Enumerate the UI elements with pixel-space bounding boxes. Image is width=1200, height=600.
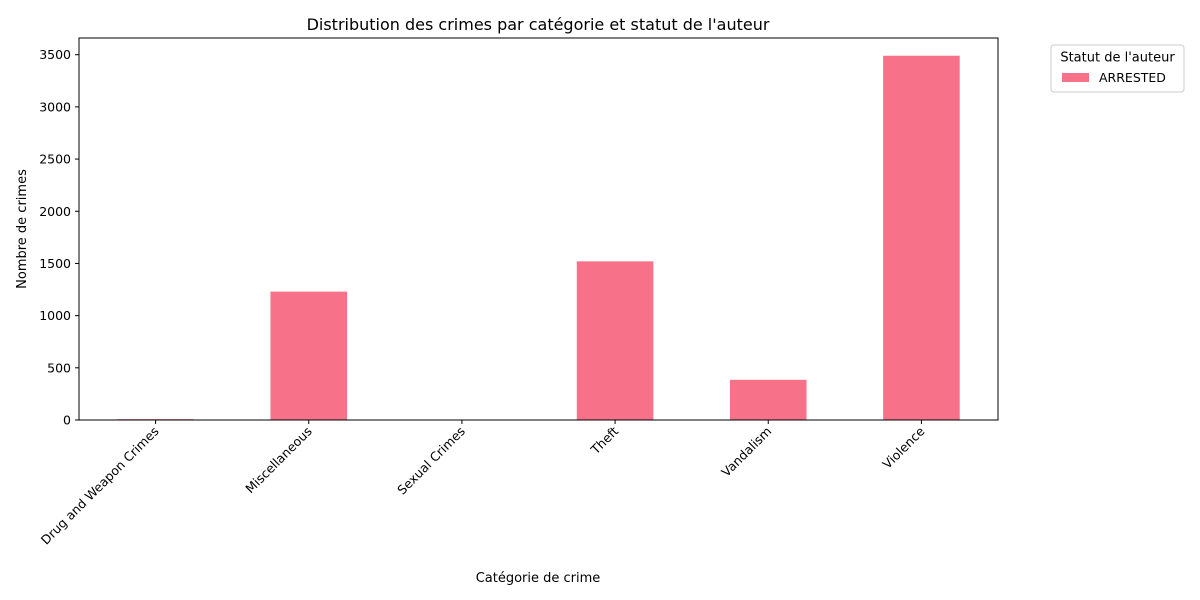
x-tick-label: Sexual Crimes [394, 424, 468, 498]
x-axis-label: Catégorie de crime [476, 571, 601, 586]
x-tick-label: Drug and Weapon Crimes [38, 424, 162, 548]
y-tick-label: 500 [47, 360, 71, 375]
y-tick-label: 3000 [39, 99, 71, 114]
bar-miscellaneous [270, 291, 348, 420]
y-tick-label: 2000 [39, 204, 71, 219]
y-tick-label: 2500 [39, 152, 71, 167]
x-tick-label: Miscellaneous [242, 424, 315, 497]
y-tick-label: 3500 [39, 47, 71, 62]
legend: Statut de l'auteur ARRESTED [1050, 44, 1185, 93]
bar-theft [576, 261, 654, 420]
plot-area: 0 500 1000 1500 2000 2500 3000 3500 Drug and Wea… [38, 37, 999, 548]
x-tick-label: Theft [587, 423, 621, 457]
legend-label-arrested: ARRESTED [1099, 70, 1166, 85]
x-tick-label: Vandalism [718, 424, 774, 480]
legend-swatch-arrested [1062, 73, 1089, 82]
y-tick-label: 1500 [39, 256, 71, 271]
chart-title: Distribution des crimes par catégorie et… [307, 15, 770, 34]
y-axis-label: Nombre de crimes [15, 169, 30, 289]
y-tick-label: 1000 [39, 308, 71, 323]
y-tick-label: 0 [63, 413, 71, 428]
bar-violence [883, 55, 960, 421]
bar-vandalism [729, 379, 807, 420]
legend-title: Statut de l'auteur [1060, 51, 1175, 66]
x-tick-label: Violence [879, 423, 927, 471]
axes-frame [78, 37, 999, 421]
